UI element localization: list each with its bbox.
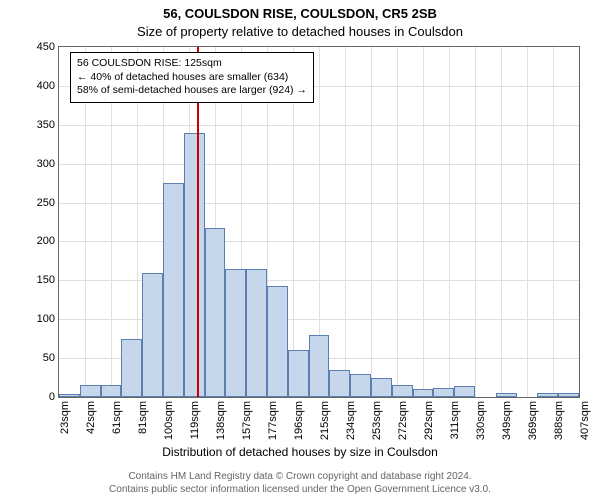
- histogram-bar: [413, 389, 434, 397]
- xtick-label: 196sqm: [293, 401, 305, 440]
- xtick-label: 100sqm: [163, 401, 175, 440]
- gridline-v: [553, 47, 554, 397]
- xtick-label: 234sqm: [345, 401, 357, 440]
- annotation-box: 56 COULSDON RISE: 125sqm ← 40% of detach…: [70, 52, 314, 103]
- xtick-label: 253sqm: [371, 401, 383, 440]
- histogram-bar: [163, 183, 184, 397]
- histogram-bar: [454, 386, 475, 397]
- xtick-label: 388sqm: [553, 401, 565, 440]
- xtick-label: 407sqm: [579, 401, 591, 440]
- histogram-bar: [350, 374, 371, 397]
- histogram-bar: [101, 385, 122, 397]
- xtick-label: 81sqm: [137, 401, 149, 434]
- gridline-v: [475, 47, 476, 397]
- histogram-bar: [433, 388, 454, 397]
- gridline-v: [527, 47, 528, 397]
- histogram-bar: [184, 133, 205, 397]
- ytick-label: 400: [37, 80, 55, 92]
- histogram-bar: [558, 393, 579, 397]
- histogram-bar: [371, 378, 392, 397]
- ytick-label: 300: [37, 158, 55, 170]
- xtick-label: 215sqm: [319, 401, 331, 440]
- histogram-bar: [246, 269, 267, 397]
- chart-title-address: 56, COULSDON RISE, COULSDON, CR5 2SB: [0, 6, 600, 21]
- histogram-bar: [121, 339, 142, 397]
- histogram-bar: [392, 385, 413, 397]
- histogram-bar: [288, 350, 309, 397]
- footer-attribution: Contains HM Land Registry data © Crown c…: [0, 470, 600, 496]
- gridline-v: [345, 47, 346, 397]
- annotation-line2: ← 40% of detached houses are smaller (63…: [77, 71, 307, 85]
- xtick-label: 292sqm: [423, 401, 435, 440]
- xtick-label: 177sqm: [267, 401, 279, 440]
- histogram-bar: [80, 385, 101, 397]
- annotation-line1: 56 COULSDON RISE: 125sqm: [77, 57, 307, 71]
- gridline-v: [397, 47, 398, 397]
- ytick-label: 350: [37, 119, 55, 131]
- histogram-bar: [496, 393, 517, 397]
- histogram-bar: [205, 228, 226, 397]
- xtick-label: 272sqm: [397, 401, 409, 440]
- x-axis-label: Distribution of detached houses by size …: [0, 445, 600, 459]
- histogram-bar: [329, 370, 350, 397]
- xtick-label: 349sqm: [501, 401, 513, 440]
- footer-line1: Contains HM Land Registry data © Crown c…: [0, 470, 600, 483]
- ytick-label: 200: [37, 235, 55, 247]
- histogram-bar: [225, 269, 246, 397]
- ytick-label: 250: [37, 197, 55, 209]
- chart-subtitle: Size of property relative to detached ho…: [0, 24, 600, 39]
- ytick-label: 50: [43, 352, 55, 364]
- xtick-label: 369sqm: [527, 401, 539, 440]
- histogram-bar: [309, 335, 330, 397]
- footer-line2: Contains public sector information licen…: [0, 483, 600, 496]
- xtick-label: 119sqm: [189, 401, 201, 439]
- xtick-label: 23sqm: [59, 401, 71, 434]
- xtick-label: 311sqm: [449, 401, 461, 439]
- histogram-bar: [59, 394, 80, 397]
- xtick-label: 42sqm: [85, 401, 97, 434]
- histogram-chart: 56, COULSDON RISE, COULSDON, CR5 2SB Siz…: [0, 0, 600, 500]
- gridline-v: [423, 47, 424, 397]
- ytick-label: 100: [37, 313, 55, 325]
- histogram-bar: [537, 393, 558, 397]
- histogram-bar: [142, 273, 163, 397]
- ytick-label: 150: [37, 274, 55, 286]
- xtick-label: 138sqm: [215, 401, 227, 440]
- gridline-v: [371, 47, 372, 397]
- xtick-label: 61sqm: [111, 401, 123, 434]
- xtick-label: 330sqm: [475, 401, 487, 440]
- gridline-v: [501, 47, 502, 397]
- xtick-label: 157sqm: [241, 401, 253, 440]
- gridline-v: [449, 47, 450, 397]
- histogram-bar: [267, 286, 288, 397]
- ytick-label: 0: [49, 391, 55, 403]
- annotation-line3: 58% of semi-detached houses are larger (…: [77, 84, 307, 98]
- ytick-label: 450: [37, 41, 55, 53]
